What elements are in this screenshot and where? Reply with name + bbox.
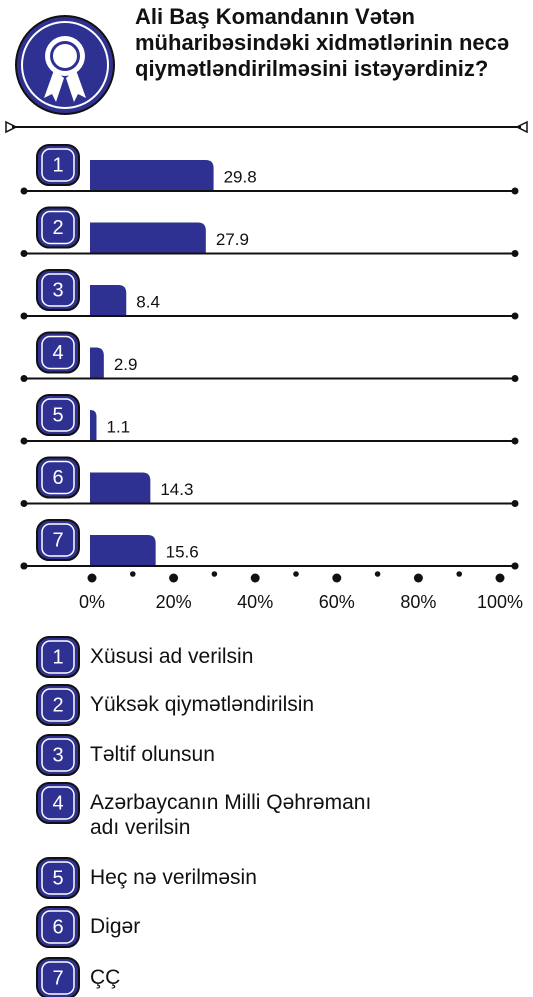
badge-label: 7	[52, 967, 63, 989]
badge-label: 5	[52, 867, 63, 889]
value-label: 8.4	[136, 292, 160, 311]
badge-inner	[41, 786, 75, 820]
x-tick-label: 0%	[79, 592, 105, 612]
badge-inner	[41, 460, 75, 495]
badge-inner	[41, 961, 75, 995]
bar	[90, 347, 104, 378]
legend-label: Heç nə verilməsin	[90, 866, 257, 889]
badge	[36, 636, 80, 678]
legend-label: Təltif olunsun	[90, 743, 215, 766]
badge	[36, 857, 80, 899]
badge-inner	[41, 210, 75, 245]
value-label: 29.8	[224, 167, 257, 186]
row-end	[20, 500, 28, 507]
x-tick-label: 20%	[156, 592, 192, 612]
row-end	[20, 437, 28, 445]
badge	[36, 394, 80, 436]
row-end	[20, 562, 28, 570]
bar	[90, 222, 206, 253]
badge-label: 5	[52, 404, 63, 426]
legend-label: Azərbaycanın Milli Qəhrəmanı adı verilsi…	[90, 791, 372, 839]
badge-label: 1	[52, 646, 63, 668]
value-label: 15.6	[166, 542, 199, 561]
legend-label: Xüsusi ad verilsin	[90, 645, 254, 668]
row-end	[511, 312, 519, 320]
badge	[36, 957, 80, 997]
bar	[90, 285, 127, 315]
legend-label: Yüksək qiymətləndirilsin	[90, 693, 315, 716]
x-tick-label: 80%	[400, 592, 436, 612]
badge-inner	[41, 335, 75, 370]
x-tick	[250, 573, 260, 583]
badge-inner	[41, 523, 75, 557]
row-end	[20, 375, 28, 382]
value-label: 2.9	[114, 355, 138, 374]
badge-inner	[41, 910, 75, 944]
row-end	[511, 500, 519, 507]
badge-inner	[41, 640, 75, 674]
row-end	[511, 187, 519, 195]
badge	[36, 456, 80, 499]
x-tick-label: 60%	[319, 592, 355, 612]
badge-inner	[41, 738, 75, 772]
legend-label: ÇÇ	[90, 966, 121, 989]
bar	[90, 472, 151, 503]
badge	[36, 269, 80, 311]
badge-label: 7	[52, 529, 63, 551]
row-end	[20, 250, 28, 257]
x-minor-tick	[374, 571, 381, 577]
badge	[36, 782, 80, 824]
x-tick	[87, 573, 97, 583]
row-end	[511, 562, 519, 570]
badge-label: 3	[52, 744, 63, 766]
value-label: 14.3	[160, 480, 193, 499]
x-tick	[495, 573, 505, 583]
bar	[90, 535, 156, 565]
badge-inner	[41, 861, 75, 895]
x-tick-label: 100%	[477, 592, 523, 612]
badge-inner	[41, 688, 75, 722]
row-end	[20, 187, 28, 195]
x-minor-tick	[130, 571, 136, 577]
x-tick	[413, 573, 423, 583]
badge	[36, 519, 80, 561]
legend-label: Digər	[90, 915, 141, 938]
badge	[36, 206, 80, 249]
icon	[15, 15, 115, 115]
divider	[5, 120, 528, 134]
badge-label: 2	[52, 694, 63, 716]
x-tick-label: 40%	[237, 592, 273, 612]
x-tick	[169, 573, 179, 583]
badge	[36, 906, 80, 948]
badge-label: 3	[52, 279, 63, 301]
row-end	[511, 375, 519, 382]
badge	[36, 331, 80, 374]
x-minor-tick	[293, 571, 299, 577]
x-minor-tick	[211, 571, 218, 577]
chart-title: Ali Baş Komandanın Vətən müharibəsindəki…	[135, 4, 510, 81]
badge-inner	[41, 398, 75, 432]
row-end	[511, 437, 519, 445]
row-end	[20, 312, 28, 320]
badge-label: 2	[52, 217, 63, 239]
badge	[36, 684, 80, 726]
bar	[90, 160, 214, 190]
badge-label: 6	[52, 467, 63, 489]
badge-label: 1	[52, 154, 63, 176]
badge-inner	[41, 148, 75, 182]
badge-inner	[41, 273, 75, 307]
badge	[36, 734, 80, 776]
value-label: 1.1	[106, 417, 130, 436]
x-minor-tick	[456, 571, 463, 577]
badge-label: 4	[52, 342, 63, 364]
row-end	[511, 250, 519, 257]
badge	[36, 144, 80, 186]
x-tick	[332, 573, 342, 583]
value-label: 27.9	[216, 230, 249, 249]
bar	[90, 410, 97, 440]
badge-label: 6	[52, 916, 63, 938]
badge-label: 4	[52, 792, 63, 814]
